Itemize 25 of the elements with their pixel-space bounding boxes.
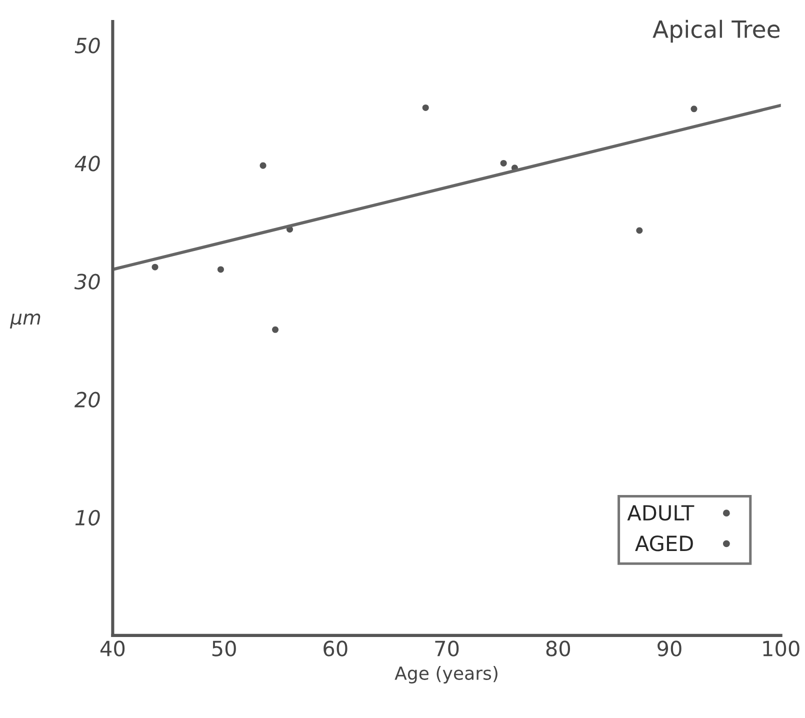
point — [422, 104, 429, 111]
point — [272, 326, 279, 333]
x-tick-label: 100 — [763, 640, 800, 656]
y-tick-label: 10 — [75, 510, 100, 526]
y-tick-label: 50 — [74, 38, 100, 54]
point — [690, 106, 698, 112]
legend-label: AGED — [635, 535, 693, 552]
x-tick-label: 50 — [212, 640, 236, 656]
chart-title: Apical Tree — [652, 20, 780, 43]
point — [500, 160, 507, 166]
y-tick-label: 30 — [74, 274, 100, 290]
y-tick-label: 40 — [74, 156, 100, 172]
y-axis-title: μm — [10, 314, 40, 328]
y-tick-label: 20 — [74, 392, 100, 408]
x-tick-label: 80 — [546, 640, 570, 656]
x-tick-label: 60 — [324, 640, 348, 656]
x-tick-label: 70 — [435, 640, 459, 656]
point — [260, 162, 266, 169]
x-axis-title: Age (years) — [394, 666, 498, 684]
x-tick-label: 40 — [100, 640, 125, 656]
point — [636, 227, 643, 234]
point — [217, 266, 224, 273]
x-tick-label: 90 — [658, 640, 682, 656]
legend-label: ADULT — [627, 505, 694, 521]
point — [152, 264, 158, 270]
